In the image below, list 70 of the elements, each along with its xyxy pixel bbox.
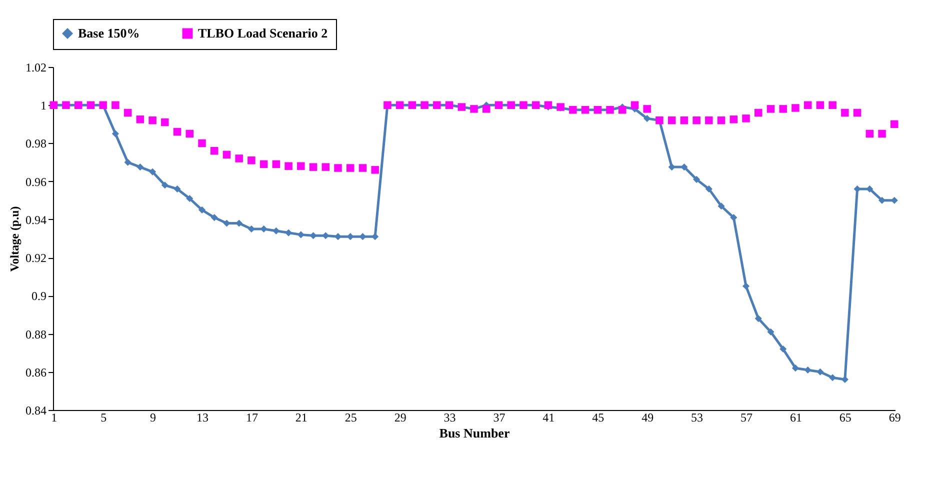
legend-label: Base 150% (78, 26, 140, 41)
point (718, 202, 725, 210)
point (780, 345, 787, 353)
point (754, 314, 762, 322)
point (174, 185, 181, 192)
point (730, 214, 738, 222)
y-tick-label: 0.9 (32, 289, 46, 304)
point (322, 232, 330, 240)
point (136, 164, 144, 171)
point (124, 158, 132, 166)
point (297, 231, 304, 238)
point (161, 182, 168, 189)
y-tick-label: 1.02 (26, 60, 46, 74)
x-tick-label: 17 (246, 410, 258, 424)
point (792, 364, 800, 372)
point (767, 328, 774, 336)
x-tick-label: 41 (542, 410, 555, 424)
point (236, 220, 243, 227)
point (210, 214, 218, 222)
y-tick-label: 0.88 (26, 327, 46, 342)
point (854, 185, 861, 192)
x-tick-label: 53 (691, 410, 704, 424)
x-tick-label: 21 (295, 410, 308, 424)
point (285, 229, 292, 236)
y-axis-title: Voltage (p.u) (8, 206, 22, 272)
x-tick-label: 1 (51, 410, 58, 424)
point (346, 233, 354, 240)
point (804, 366, 812, 374)
x-tick-label: 37 (493, 410, 506, 424)
y-tick-label: 1 (40, 98, 46, 113)
x-tick-label: 65 (839, 410, 852, 424)
x-tick-label: 25 (344, 410, 357, 424)
x-tick-label: 29 (394, 410, 406, 424)
point (198, 206, 206, 214)
point (248, 225, 255, 233)
y-tick-label: 0.92 (26, 251, 46, 266)
x-tick-label: 9 (150, 410, 156, 424)
x-tick-label: 69 (888, 410, 901, 424)
point (890, 196, 898, 204)
point (668, 164, 676, 171)
x-tick-label: 45 (592, 410, 604, 424)
point (310, 232, 317, 240)
y-tick-label: 0.84 (26, 404, 46, 418)
x-tick-label: 61 (790, 410, 802, 424)
point (272, 227, 280, 234)
y-tick-label: 0.94 (26, 212, 46, 227)
x-tick-label: 5 (100, 410, 107, 424)
point (372, 233, 379, 240)
point (359, 233, 366, 240)
point (829, 374, 836, 382)
x-tick-label: 57 (740, 410, 753, 424)
x-axis-title: Bus Number (439, 426, 510, 440)
x-tick-label: 33 (444, 410, 456, 424)
point (112, 130, 119, 138)
point (680, 164, 688, 171)
point (260, 225, 268, 233)
legend-label: TLBO Load Scenario 2 (198, 26, 328, 41)
y-tick-label: 0.86 (26, 365, 46, 380)
y-tick-label: 0.96 (26, 174, 46, 189)
x-tick-label: 49 (642, 410, 654, 424)
x-tick-label: 13 (196, 410, 208, 424)
point (705, 185, 712, 192)
point (186, 194, 194, 202)
point (816, 368, 824, 376)
point (866, 185, 874, 192)
y-tick-label: 0.98 (26, 136, 46, 151)
point (644, 114, 651, 122)
point (693, 176, 700, 183)
point (148, 168, 156, 176)
point (742, 282, 750, 290)
